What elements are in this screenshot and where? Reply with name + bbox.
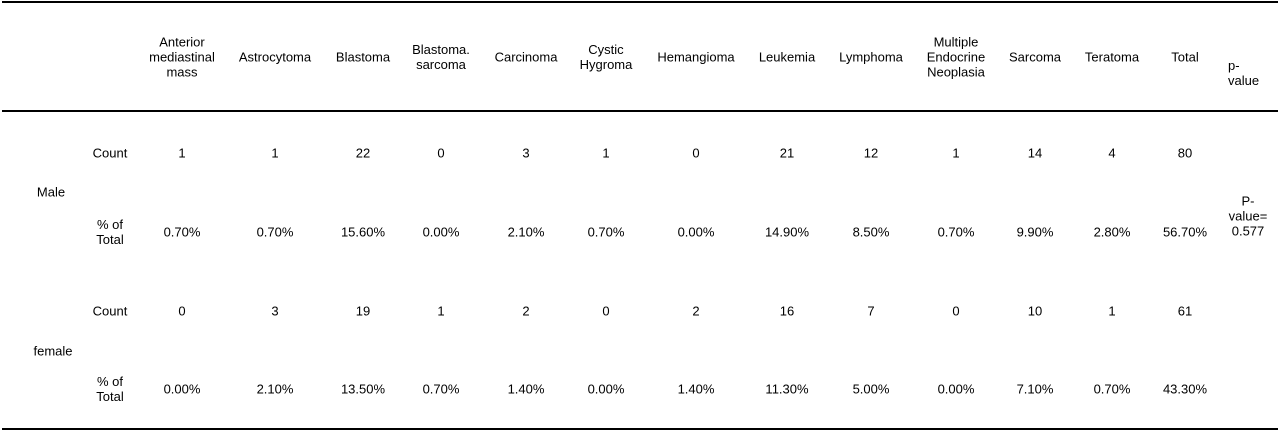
table-cell: 10: [1027, 303, 1043, 319]
header-hemangioma: Hemangioma: [657, 49, 735, 65]
table-cell: 11.30%: [765, 381, 809, 397]
row-label-percent-total: % of Total: [96, 374, 124, 404]
table-cell: 1: [1108, 303, 1116, 319]
table-top-rule: [2, 1, 1278, 3]
table-cell: 7.10%: [1016, 381, 1054, 397]
table-cell: 0: [692, 145, 700, 161]
table-cell: 0.70%: [1093, 381, 1131, 397]
group-label-female: female: [33, 343, 73, 359]
table-bottom-rule: [2, 428, 1278, 430]
table-cell: 4: [1108, 145, 1116, 161]
table-cell: 0.70%: [422, 381, 460, 397]
table-cell: 0: [437, 145, 445, 161]
table-cell: 2: [692, 303, 700, 319]
table-cell: 8.50%: [852, 224, 890, 240]
table-cell: 1.40%: [677, 381, 715, 397]
p-value-result: P- value= 0.577: [1228, 193, 1268, 239]
table-cell: 21: [779, 145, 795, 161]
table-cell: 0.00%: [163, 381, 201, 397]
table-cell: 3: [271, 303, 279, 319]
table-cell: 1: [271, 145, 279, 161]
table-cell: 0.70%: [163, 224, 201, 240]
header-p-value: p- value: [1228, 58, 1260, 88]
header-astrocytoma: Astrocytoma: [238, 49, 312, 65]
table-cell: 43.30%: [1162, 381, 1208, 397]
table-cell: 12: [863, 145, 879, 161]
row-label-percent-total: % of Total: [96, 217, 124, 247]
table-cell: 3: [522, 145, 530, 161]
table-cell: 1: [437, 303, 445, 319]
table-cell: 80: [1177, 145, 1193, 161]
row-label-count: Count: [92, 303, 128, 319]
table-cell: 22: [355, 145, 371, 161]
header-carcinoma: Carcinoma: [494, 49, 558, 65]
table-cell: 0: [178, 303, 186, 319]
table-cell: 1: [178, 145, 186, 161]
header-total: Total: [1171, 49, 1199, 65]
table-cell: 56.70%: [1162, 224, 1208, 240]
table-cell: 0: [602, 303, 610, 319]
row-label-count: Count: [92, 145, 128, 161]
table-cell: 0.00%: [937, 381, 975, 397]
table-cell: 16: [779, 303, 795, 319]
table-cell: 15.60%: [340, 224, 386, 240]
table-cell: 0.00%: [587, 381, 625, 397]
table-cell: 0.00%: [677, 224, 715, 240]
table-cell: 1: [952, 145, 960, 161]
table-cell: 7: [867, 303, 875, 319]
table-cell: 19: [355, 303, 371, 319]
table-cell: 2: [522, 303, 530, 319]
header-leukemia: Leukemia: [758, 49, 816, 65]
header-blastoma-sarcoma: Blastoma. sarcoma: [412, 42, 470, 72]
header-teratoma: Teratoma: [1084, 49, 1140, 65]
table-cell: 0.70%: [937, 224, 975, 240]
table-cell: 5.00%: [852, 381, 890, 397]
table-cell: 0.00%: [422, 224, 460, 240]
table-cell: 2.10%: [507, 224, 545, 240]
table-cell: 2.80%: [1093, 224, 1131, 240]
table-header-rule: [2, 110, 1278, 112]
header-multiple-endocrine-neoplasia: Multiple Endocrine Neoplasia: [926, 34, 986, 80]
header-sarcoma: Sarcoma: [1008, 49, 1062, 65]
table-cell: 2.10%: [256, 381, 294, 397]
table-cell: 61: [1177, 303, 1193, 319]
table-cell: 14: [1027, 145, 1043, 161]
header-blastoma: Blastoma: [335, 49, 391, 65]
table-cell: 14.90%: [764, 224, 810, 240]
group-label-male: Male: [36, 184, 66, 200]
table-cell: 1.40%: [507, 381, 545, 397]
header-cystic-hygroma: Cystic Hygroma: [579, 42, 633, 72]
table-cell: 0: [952, 303, 960, 319]
header-lymphoma: Lymphoma: [839, 49, 903, 65]
table-cell: 13.50%: [340, 381, 386, 397]
table-cell: 1: [602, 145, 610, 161]
table-cell: 0.70%: [256, 224, 294, 240]
table-cell: 0.70%: [587, 224, 625, 240]
table-cell: 9.90%: [1016, 224, 1054, 240]
header-anterior-mediastinal-mass: Anterior mediastinal mass: [149, 34, 215, 80]
